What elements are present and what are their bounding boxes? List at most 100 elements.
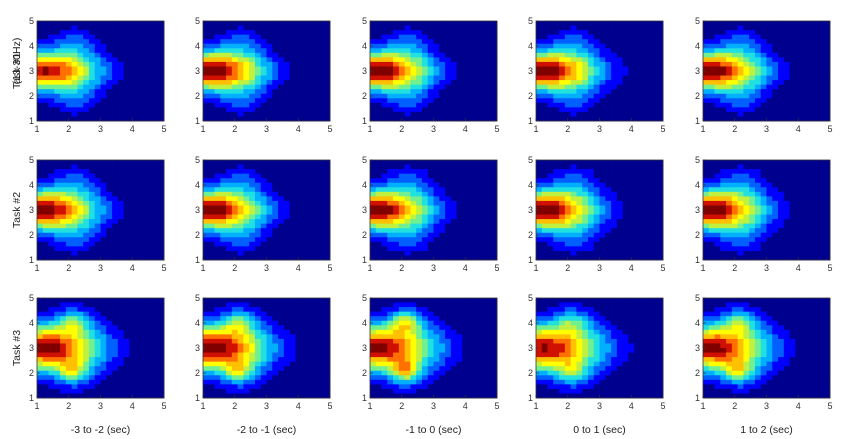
contour-cell: [726, 241, 733, 247]
contour-cell: [593, 93, 600, 99]
contour-cell: [491, 116, 498, 122]
contour-cell: [71, 173, 78, 179]
contour-cell: [553, 246, 560, 252]
contour-cell: [708, 219, 715, 225]
contour-cell: [749, 241, 756, 247]
contour-cell: [593, 223, 600, 229]
contour-cell: [737, 191, 744, 197]
contour-cell: [611, 25, 618, 31]
contour-cell: [208, 196, 215, 202]
contour-cell: [812, 205, 819, 211]
contour-cell: [473, 48, 481, 54]
contour-cell: [375, 187, 382, 193]
contour-cell: [553, 187, 560, 193]
contour-cell: [795, 246, 802, 252]
contour-cell: [220, 250, 227, 256]
contour-cell: [272, 39, 279, 45]
contour-cell: [370, 191, 377, 197]
contour-cell: [146, 75, 153, 81]
contour-cell: [720, 21, 727, 26]
contour-cell: [278, 205, 285, 211]
contour-cell: [622, 200, 629, 206]
contour-cell: [473, 21, 481, 26]
contour-cell: [760, 21, 767, 26]
contour-cell: [611, 39, 618, 45]
contour-cell: [708, 187, 715, 193]
contour-cell: [582, 89, 589, 95]
contour-cell: [720, 71, 727, 76]
contour-cell: [456, 241, 463, 247]
contour-cell: [473, 39, 481, 45]
contour-cell: [576, 107, 583, 113]
contour-cell: [783, 48, 790, 54]
contour-cell: [249, 250, 256, 256]
contour-cell: [260, 34, 267, 40]
contour-cell: [651, 250, 658, 256]
contour-cell: [622, 89, 629, 95]
contour-cell: [370, 71, 377, 76]
contour-cell: [381, 34, 388, 40]
contour-cell: [54, 71, 61, 76]
contour-cell: [283, 111, 290, 117]
contour-cell: [622, 80, 629, 86]
contour-cell: [48, 71, 55, 76]
contour-cell: [450, 30, 457, 36]
contour-cell: [135, 43, 142, 49]
contour-cell: [616, 71, 623, 76]
contour-cell: [324, 250, 331, 256]
contour-cell: [491, 196, 498, 202]
contour-cell: [760, 237, 767, 243]
contour-cell: [375, 43, 382, 49]
contour-cell: [266, 116, 273, 122]
contour-cell: [214, 205, 221, 211]
contour-cell: [468, 57, 475, 63]
contour-cell: [54, 182, 61, 188]
contour-cell: [88, 93, 96, 99]
contour-cell: [214, 25, 221, 31]
contour-cell: [605, 205, 612, 211]
contour-cell: [801, 71, 808, 76]
contour-cell: [254, 182, 262, 188]
contour-cell: [203, 30, 210, 36]
contour-cell: [283, 237, 290, 243]
contour-cell: [789, 205, 796, 211]
contour-cell: [71, 111, 78, 117]
contour-cell: [479, 84, 486, 90]
contour-cell: [54, 43, 61, 49]
contour-cell: [318, 169, 325, 175]
contour-cell: [754, 116, 762, 122]
contour-cell: [60, 205, 67, 211]
contour-cell: [77, 71, 84, 76]
contour-cell: [433, 84, 440, 90]
contour-cell: [381, 116, 388, 122]
x-tick-label: 1: [34, 124, 39, 134]
contour-cell: [214, 210, 221, 215]
contour-cell: [203, 34, 210, 40]
contour-cell: [559, 169, 566, 175]
contour-cell: [559, 84, 566, 90]
contour-cell: [306, 57, 314, 63]
contour-cell: [616, 80, 623, 86]
contour-cell: [726, 75, 733, 81]
contour-cell: [83, 196, 90, 202]
contour-cell: [439, 66, 446, 72]
contour-cell: [599, 71, 606, 76]
contour-cell: [278, 89, 285, 95]
contour-cell: [479, 21, 486, 26]
contour-cell: [657, 75, 664, 81]
contour-cell: [60, 246, 67, 252]
contour-cell: [158, 178, 165, 184]
contour-cell: [720, 43, 727, 49]
contour-cell: [582, 57, 589, 63]
contour-cell: [243, 169, 250, 175]
contour-cell: [616, 223, 623, 229]
contour-cell: [60, 21, 67, 26]
contour-cell: [88, 116, 96, 122]
x-tick-label: 2: [232, 124, 237, 134]
contour-cell: [657, 25, 664, 31]
contour-cell: [158, 246, 165, 252]
contour-cell: [301, 237, 308, 243]
contour-cell: [541, 102, 548, 108]
contour-cell: [112, 205, 119, 211]
